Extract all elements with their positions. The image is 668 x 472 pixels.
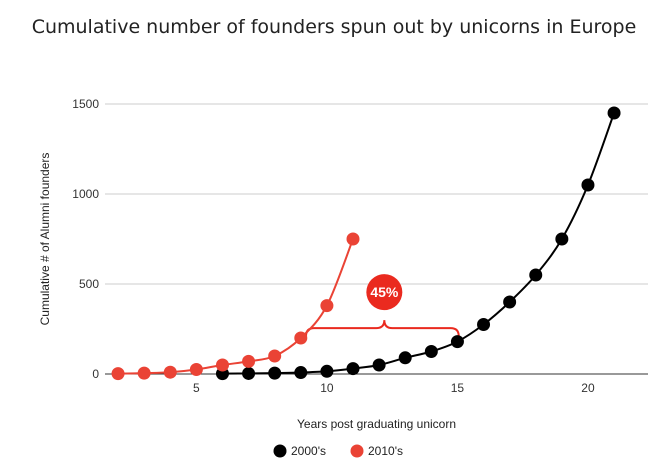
data-point xyxy=(450,335,464,349)
data-point xyxy=(242,354,256,368)
legend-marker xyxy=(350,444,364,458)
data-point xyxy=(424,345,438,358)
data-point xyxy=(607,106,621,120)
data-point xyxy=(581,178,595,192)
y-axis-label: Cumulative # of Alumni founders xyxy=(38,153,52,326)
data-point xyxy=(320,364,334,378)
annotations: 45% xyxy=(305,274,460,337)
legend-label: 2000's xyxy=(291,444,326,458)
annotation-badge xyxy=(366,274,403,311)
data-point xyxy=(137,366,151,380)
data-point xyxy=(189,363,203,376)
gridlines xyxy=(105,103,648,285)
annotation-label: 45% xyxy=(370,284,399,300)
data-point xyxy=(242,366,256,380)
data-point xyxy=(111,367,125,381)
data-point xyxy=(163,365,177,379)
data-point xyxy=(294,331,308,345)
data-point xyxy=(529,268,543,282)
series xyxy=(111,106,621,381)
data-point xyxy=(268,366,282,380)
data-point xyxy=(398,351,412,365)
chart-title: Cumulative number of founders spun out b… xyxy=(31,16,637,38)
x-tick-label: 20 xyxy=(581,381,595,395)
annotation-bracket xyxy=(305,320,460,337)
data-point xyxy=(346,362,360,376)
x-tick-label: 5 xyxy=(193,381,200,395)
y-tick-label: 1500 xyxy=(72,97,99,111)
x-tick-label: 10 xyxy=(320,381,334,395)
legend: 2000's 2010's xyxy=(273,444,403,458)
x-tick-label: 15 xyxy=(451,381,465,395)
series-line xyxy=(222,112,616,375)
data-point xyxy=(346,232,360,246)
data-point xyxy=(320,299,334,313)
data-point xyxy=(215,358,229,372)
data-point xyxy=(477,318,491,331)
data-point xyxy=(294,366,308,380)
x-axis-label: Years post graduating unicorn xyxy=(297,417,456,431)
y-tick-label: 0 xyxy=(92,367,99,381)
data-point xyxy=(372,358,386,372)
y-tick-label: 1000 xyxy=(72,187,99,201)
data-point xyxy=(503,295,517,309)
legend-marker xyxy=(273,444,287,458)
data-point xyxy=(555,232,569,246)
legend-label: 2010's xyxy=(368,444,403,458)
y-tick-label: 500 xyxy=(79,277,99,291)
series-line xyxy=(118,238,354,375)
data-point xyxy=(268,349,282,363)
